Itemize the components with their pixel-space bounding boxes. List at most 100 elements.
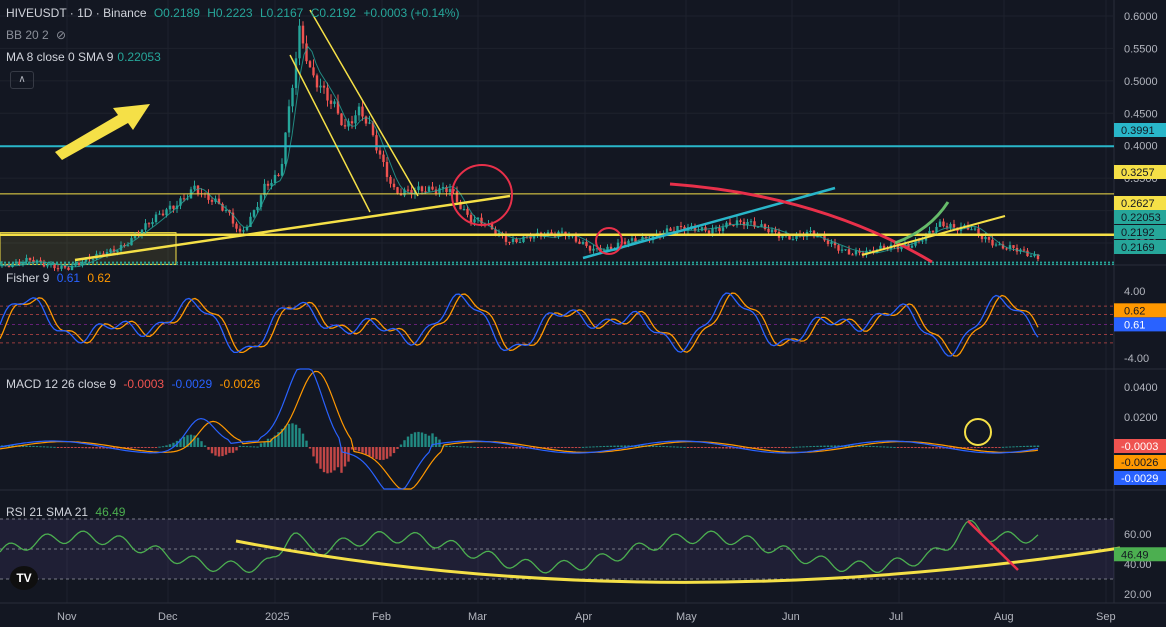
candle-body (921, 240, 924, 242)
macd-histogram-bar (777, 447, 781, 448)
candle-body (490, 223, 494, 230)
close-value: C0.2192 (310, 6, 357, 20)
macd-histogram-bar (315, 447, 319, 464)
macd-histogram-bar (658, 445, 662, 447)
macd-histogram-bar (35, 446, 39, 448)
eye-slash-icon[interactable]: ⊘ (56, 28, 67, 42)
candle-body (60, 265, 63, 269)
high-value: H0.2223 (207, 6, 253, 20)
candle-body (623, 241, 627, 244)
symbol-label[interactable]: HIVEUSDT · 1D · Binance (6, 6, 147, 20)
candle-body (473, 219, 476, 223)
candle-body (840, 249, 844, 251)
candle-body (581, 241, 585, 244)
candle-body (343, 125, 347, 127)
price-tick-4: 0.4000 (1124, 141, 1158, 153)
macd-histogram-bar (95, 447, 98, 449)
support-trendline (74, 194, 511, 262)
macd-histogram-bar (256, 446, 259, 448)
candle-body (329, 100, 333, 104)
macd-histogram-bar (1036, 445, 1040, 447)
candle-body (630, 238, 634, 241)
macd-tag-bg-0 (1114, 439, 1166, 453)
rsi-legend[interactable]: RSI 21 SMA 21 46.49 (6, 505, 129, 519)
macd-histogram-bar (700, 447, 704, 448)
candle-body (70, 265, 74, 270)
ma-legend[interactable]: MA 8 close 0 SMA 9 0.22053 (6, 50, 165, 64)
macd-histogram-bar (329, 447, 333, 473)
macd-histogram-bar (308, 447, 312, 449)
x-tick-4: Mar (468, 611, 487, 623)
macd-histogram-bar (1022, 445, 1026, 447)
macd-histogram-bar (578, 447, 581, 448)
macd-histogram-bar (259, 443, 263, 447)
candle-body (851, 254, 854, 256)
candle-body (154, 214, 158, 223)
fisher-tick-1: -4.00 (1124, 353, 1149, 365)
candle-body (928, 230, 931, 234)
candle-body (529, 236, 532, 239)
candle-body (165, 209, 168, 216)
macd-histogram-bar (791, 446, 795, 448)
fisher-legend[interactable]: Fisher 9 0.61 0.62 (6, 271, 115, 285)
bb-legend[interactable]: BB 20 2 ⊘ (6, 28, 70, 42)
macd-histogram-bar (151, 447, 154, 448)
macd-histogram-bar (70, 447, 74, 448)
macd-histogram-bar (333, 447, 336, 471)
macd-histogram-bar (487, 447, 490, 448)
candle-body (585, 241, 588, 246)
macd-histogram-bar (879, 446, 882, 448)
macd-histogram-bar (882, 446, 886, 448)
macd-hist-value: -0.0003 (123, 377, 165, 391)
macd-histogram-bar (501, 447, 504, 449)
macd-legend[interactable]: MACD 12 26 close 9 -0.0003 -0.0029 -0.00… (6, 377, 264, 391)
candle-body (739, 220, 742, 222)
macd-histogram-bar (781, 447, 784, 448)
candle-body (749, 221, 753, 223)
macd-histogram-bar (637, 445, 641, 447)
candle-body (263, 183, 266, 196)
candle-body (998, 244, 1001, 246)
macd-histogram-bar (616, 445, 620, 447)
candle-body (77, 263, 81, 265)
macd-histogram-bar (410, 433, 413, 447)
macd-histogram-bar (161, 446, 165, 448)
candle-body (424, 191, 427, 193)
rsi-yellow-curve (235, 539, 1121, 584)
macd-histogram-bar (732, 447, 735, 449)
price-tick-1: 0.5500 (1124, 43, 1158, 55)
macd-signal-value: -0.0026 (219, 377, 261, 391)
macd-histogram-bar (655, 445, 658, 447)
macd-histogram-bar (196, 437, 200, 447)
macd-histogram-bar (686, 447, 690, 448)
macd-histogram-bar (455, 446, 459, 448)
macd-tag-0: -0.0003 (1121, 441, 1158, 453)
macd-histogram-bar (74, 447, 77, 448)
macd-tick-0: 0.0400 (1124, 382, 1158, 394)
collapse-icon[interactable]: ∧ (10, 71, 34, 89)
candle-body (627, 240, 630, 244)
macd-histogram-bar (532, 447, 536, 449)
candle-body (333, 101, 336, 104)
candle-body (984, 237, 987, 240)
price-tick-3: 0.4500 (1124, 108, 1158, 120)
candle-body (81, 261, 84, 265)
candle-body (1022, 249, 1026, 251)
candle-body (301, 25, 305, 44)
candle-body (592, 248, 595, 251)
candle-body (942, 221, 945, 227)
macd-histogram-bar (403, 440, 406, 447)
macd-histogram-bar (949, 447, 952, 449)
candle-body (952, 224, 956, 228)
candle-body (935, 226, 938, 233)
tradingview-logo[interactable]: TV (10, 566, 38, 590)
candle-body (98, 253, 102, 255)
candle-body (879, 245, 882, 250)
candle-body (900, 245, 903, 250)
candle-body (147, 223, 151, 225)
macd-histogram-bar (172, 442, 175, 447)
x-tick-9: Aug (994, 611, 1014, 623)
rsi-tag: 46.49 (1121, 549, 1149, 561)
candle-body (676, 225, 679, 232)
